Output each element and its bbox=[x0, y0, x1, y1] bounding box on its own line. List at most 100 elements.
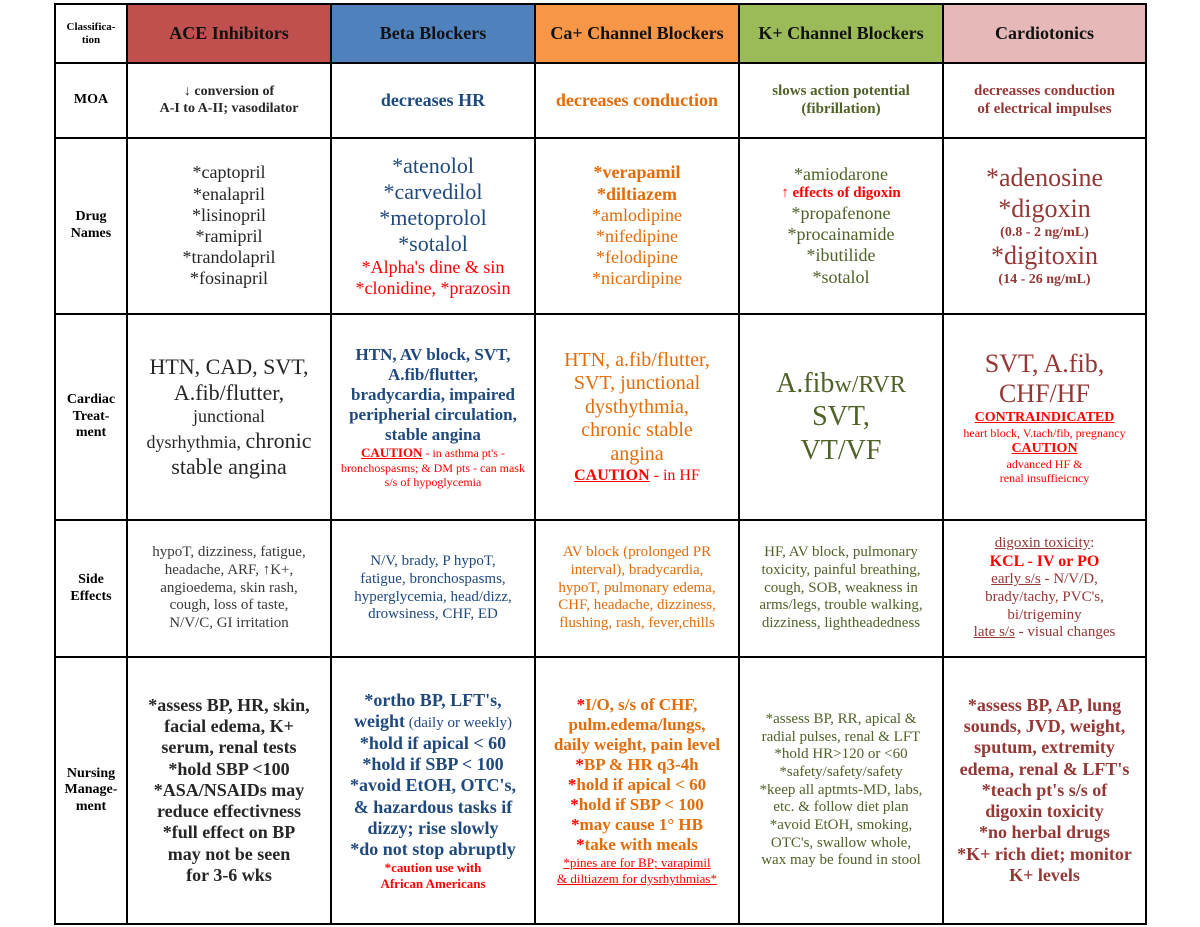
side-ace: hypoT, dizziness, fatigue, headache, ARF… bbox=[126, 519, 332, 658]
drug-item: *amlodipine bbox=[592, 204, 682, 225]
nursing-line: *hold SBP <100 bbox=[168, 758, 290, 779]
nursing-line: *I/O, s/s of CHF, bbox=[539, 695, 735, 715]
drug-item: *metoprolol bbox=[379, 204, 487, 230]
nursing-line: *hold if SBP < 100 bbox=[362, 754, 504, 775]
cardiac-line: angina bbox=[610, 442, 664, 465]
caution-text: advanced HF & bbox=[1006, 457, 1083, 472]
drug-note: *clonidine, *prazosin bbox=[355, 277, 511, 298]
cardiac-line: SVT, bbox=[812, 401, 870, 433]
side-text: : bbox=[1090, 534, 1095, 551]
drug-item: *digoxin bbox=[998, 194, 1091, 224]
nursing-note: *caution use with bbox=[384, 860, 482, 876]
nursing-line: *hold if apical < 60 bbox=[539, 775, 735, 795]
side-text: - visual changes bbox=[1014, 624, 1116, 641]
nursing-star: * bbox=[575, 755, 584, 775]
nursing-line: edema, renal & LFT's bbox=[959, 758, 1130, 779]
nursing-line: *avoid EtOH, smoking, bbox=[769, 817, 913, 834]
cardiac-line: dysthythmia, bbox=[585, 395, 689, 418]
nursing-text: may cause 1° HB bbox=[579, 815, 703, 835]
caution-text: renal insuffieicncy bbox=[999, 471, 1090, 486]
nursing-line: & hazardous tasks if bbox=[353, 796, 513, 817]
caution-label: CAUTION bbox=[1011, 440, 1078, 456]
nursing-note: *pines are for BP; varapimil bbox=[563, 855, 711, 871]
cardiac-line: stable angina bbox=[171, 453, 287, 479]
cardiac-line: A.fib/flutter, bbox=[387, 365, 479, 385]
caution-text: - in HF bbox=[649, 466, 700, 484]
nursing-k: *assess BP, RR, apical & radial pulses, … bbox=[738, 656, 944, 925]
side-line: bi/trigeminy bbox=[1007, 606, 1082, 623]
header-k-channel-blockers: K+ Channel Blockers bbox=[738, 3, 944, 64]
drugs-ca: *verapamil *diltiazem *amlodipine *nifed… bbox=[534, 137, 740, 315]
side-line: hyperglycemia, head/dizz, bbox=[354, 588, 512, 605]
cardiac-line: stable angina bbox=[385, 425, 481, 445]
nursing-line: pulm.edema/lungs, bbox=[568, 715, 706, 735]
side-line: toxicity, painful breathing, bbox=[761, 561, 921, 578]
caution-text: - in asthma pt's - bronchospasms; & DM p… bbox=[341, 446, 525, 489]
drugs-ace: *captopril *enalapril *lisinopril *ramip… bbox=[126, 137, 332, 315]
side-ca: AV block (prolonged PR interval), bradyc… bbox=[534, 519, 740, 658]
nursing-star: * bbox=[576, 694, 586, 714]
nursing-line: *take with meals bbox=[539, 835, 735, 855]
row-label-side-effects: Side Effects bbox=[54, 519, 128, 658]
drug-item: *sotalol bbox=[812, 266, 870, 287]
moa-k-line: slows action potential bbox=[772, 82, 910, 99]
drug-item: *sotalol bbox=[398, 230, 468, 256]
nursing-line: serum, renal tests bbox=[161, 737, 297, 758]
side-line: flushing, rash, fever,chills bbox=[559, 615, 715, 632]
side-text: - N/V/D, bbox=[1040, 571, 1098, 588]
nursing-star: * bbox=[576, 835, 585, 855]
nursing-text: take with meals bbox=[584, 835, 698, 855]
moa-ca: decreases conduction bbox=[534, 62, 740, 139]
nursing-line: *do not stop abruptly bbox=[350, 839, 516, 860]
drug-item: *ramipril bbox=[195, 226, 263, 246]
side-line: angioedema, skin rash, bbox=[160, 579, 298, 596]
cardiac-line: A.fib/flutter, bbox=[173, 380, 285, 406]
corner-label: Classifica-tion bbox=[54, 3, 128, 64]
digoxin-toxicity-label: digoxin toxicity bbox=[994, 534, 1091, 551]
cardiac-k: A.fibw/RVR SVT, VT/VF bbox=[738, 313, 944, 521]
nursing-line: *ortho BP, LFT's, bbox=[364, 690, 502, 710]
nursing-line: may not be seen bbox=[167, 843, 291, 864]
side-line: arms/legs, trouble walking, bbox=[759, 597, 923, 614]
nursing-line: dizzy; rise slowly bbox=[367, 817, 499, 838]
contraindicated-text: heart block, V.tach/fib, pregnancy bbox=[963, 426, 1126, 441]
nursing-text: weight bbox=[353, 711, 405, 732]
cardiac-line: VT/VF bbox=[800, 434, 882, 466]
early-label: early s/s bbox=[991, 571, 1041, 588]
side-line: fatigue, bronchospasms, bbox=[360, 570, 506, 587]
nursing-ace: *assess BP, HR, skin, facial edema, K+ s… bbox=[126, 656, 332, 925]
nursing-line: K+ levels bbox=[1009, 864, 1080, 885]
cardiac-line: SVT, A.fib, bbox=[984, 348, 1105, 378]
drug-item: *procainamide bbox=[787, 224, 895, 245]
side-line: dizziness, lightheadedness bbox=[761, 615, 921, 632]
drug-item: *amiodarone bbox=[794, 164, 888, 185]
nursing-star: * bbox=[567, 775, 577, 795]
caution-note: CAUTION - in asthma pt's - bronchospasms… bbox=[335, 445, 531, 489]
nursing-text: hold if apical < 60 bbox=[576, 775, 707, 795]
row-label-moa: MOA bbox=[54, 62, 128, 139]
drug-classification-table: Classifica-tion ACE Inhibitors Beta Bloc… bbox=[54, 3, 1147, 925]
row-label-cardiac-treatment: Cardiac Treat-ment bbox=[54, 313, 128, 521]
nursing-text: (daily or weekly) bbox=[404, 715, 513, 732]
drug-item: *felodipine bbox=[596, 247, 678, 268]
cardiac-line: chronic stable bbox=[581, 419, 693, 442]
side-effects-row: Side Effects hypoT, dizziness, fatigue, … bbox=[54, 519, 1147, 658]
cardiac-text: w/RVR bbox=[834, 372, 906, 399]
nursing-line: etc. & follow diet plan bbox=[773, 799, 909, 816]
moa-card-line: of electrical impulses bbox=[977, 100, 1112, 117]
side-card: digoxin toxicity: KCL - IV or PO early s… bbox=[942, 519, 1147, 658]
nursing-line: for 3-6 wks bbox=[186, 864, 272, 885]
nursing-line: digoxin toxicity bbox=[985, 801, 1104, 822]
nursing-line: sputum, extremity bbox=[974, 737, 1115, 758]
moa-beta: decreases HR bbox=[330, 62, 536, 139]
cardiac-treatment-row: Cardiac Treat-ment HTN, CAD, SVT, A.fib/… bbox=[54, 313, 1147, 521]
drug-item: *enalapril bbox=[193, 183, 265, 204]
cardiac-line: HTN, a.fib/flutter, bbox=[564, 348, 710, 371]
drug-note: ↑ effects of digoxin bbox=[781, 185, 901, 202]
cardiac-line: A.fibw/RVR bbox=[743, 367, 939, 400]
nursing-line: *assess BP, HR, skin, bbox=[148, 694, 310, 715]
drug-names-row: Drug Names *captopril *enalapril *lisino… bbox=[54, 137, 1147, 315]
cardiac-text: chronic bbox=[245, 427, 312, 453]
drug-item: *propafenone bbox=[791, 202, 891, 223]
cardiac-line: junctional bbox=[193, 406, 265, 427]
